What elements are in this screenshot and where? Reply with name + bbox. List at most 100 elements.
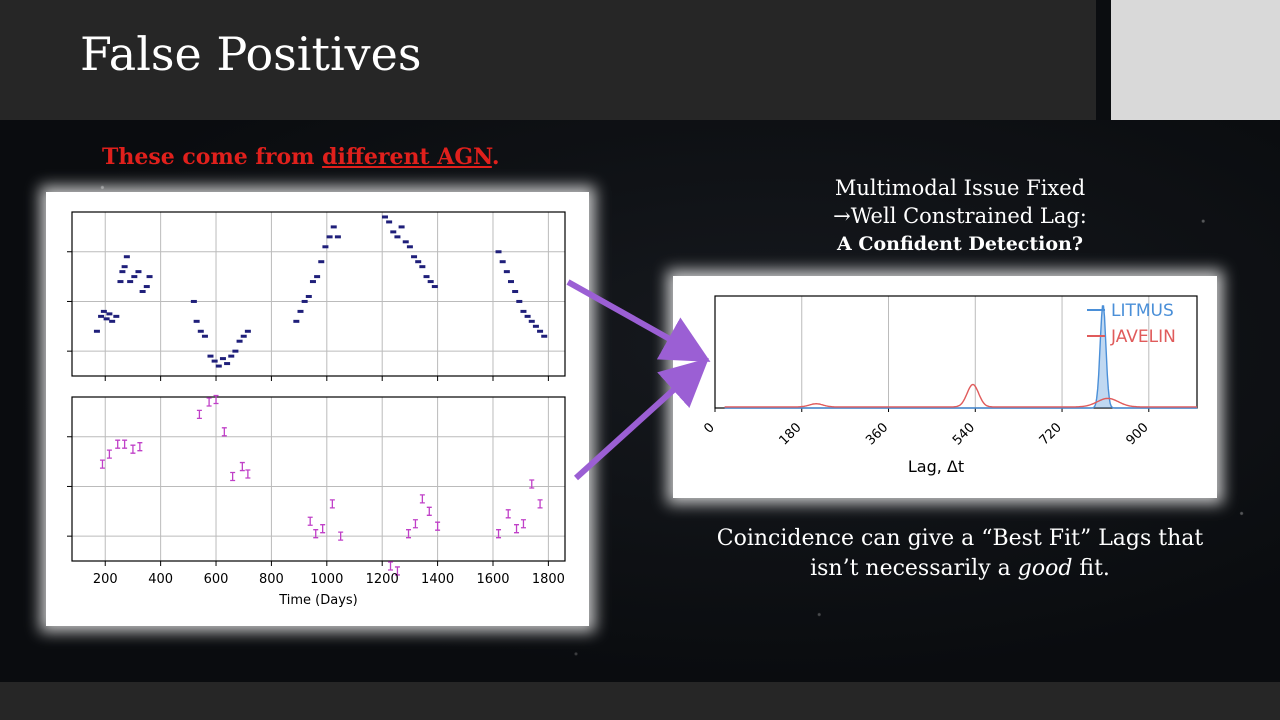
series-line-javelin (724, 383, 1197, 408)
caption-line-3: A Confident Detection? (837, 233, 1083, 255)
data-point (423, 275, 430, 279)
x-tick-label: 200 (93, 572, 118, 587)
data-point (524, 314, 531, 318)
data-point (232, 349, 239, 353)
data-point (122, 439, 128, 449)
agn-note-prefix: These come from (102, 144, 323, 170)
agn-note-emphasis: different AGN (322, 144, 492, 170)
data-point (297, 309, 304, 313)
arrow-bottom (573, 357, 709, 481)
data-point (119, 270, 126, 274)
data-point (123, 255, 130, 259)
series-line-litmus (724, 305, 1197, 409)
data-point (99, 459, 105, 469)
data-point (322, 245, 329, 249)
data-point (135, 270, 142, 274)
title-separator (1096, 0, 1111, 120)
data-point (100, 309, 107, 313)
x-tick-label: 1400 (421, 572, 454, 587)
legend-label-litmus: LITMUS (1111, 301, 1174, 321)
data-point (244, 329, 251, 333)
data-point (406, 245, 413, 249)
arrow-top (566, 279, 711, 362)
x-tick-label: 360 (863, 420, 891, 448)
bottom-caption-pre: isn’t necessarily a (810, 556, 1018, 581)
bottom-caption-line-2: isn’t necessarily a good fit. (690, 554, 1230, 584)
data-point (305, 294, 312, 298)
data-point (334, 235, 341, 239)
data-point (137, 442, 143, 452)
data-point (239, 461, 245, 472)
x-tick-label: 600 (204, 572, 229, 587)
agn-note-suffix: . (491, 144, 500, 170)
x-tick-label: 900 (1123, 420, 1151, 448)
data-point (411, 255, 418, 259)
data-point (131, 275, 138, 279)
data-point (121, 265, 128, 269)
light-curve-panel-top (67, 211, 566, 381)
data-point (201, 334, 208, 338)
axes-frame (71, 396, 566, 562)
data-point (197, 329, 204, 333)
bottom-caption-post: fit. (1072, 556, 1110, 581)
data-point (330, 225, 337, 229)
data-point (537, 329, 544, 333)
data-point (219, 357, 226, 361)
x-axis-label: Lag, Δt (908, 457, 964, 476)
data-point (230, 471, 236, 482)
data-point (329, 499, 335, 509)
data-point (236, 339, 243, 343)
data-point (532, 324, 539, 328)
data-point (537, 499, 543, 509)
slide-title: False Positives (80, 27, 422, 81)
data-point (326, 235, 333, 239)
axes-frame (71, 211, 566, 377)
bottom-caption-emph: good (1017, 556, 1073, 581)
data-point (228, 354, 235, 358)
data-point (426, 506, 432, 516)
data-point (394, 235, 401, 239)
bottom-bar (0, 682, 1280, 720)
data-point (143, 285, 150, 289)
x-tick-label: 540 (950, 420, 978, 448)
data-point (419, 265, 426, 269)
bottom-caption: Coincidence can give a “Best Fit” Lags t… (690, 524, 1230, 584)
data-point (314, 275, 321, 279)
data-point (127, 280, 134, 284)
data-point (106, 312, 113, 316)
x-tick-label: 1200 (366, 572, 399, 587)
data-point (338, 531, 344, 541)
data-point (496, 529, 502, 539)
data-point (406, 529, 412, 539)
data-point (427, 280, 434, 284)
data-point (106, 449, 112, 459)
data-point (115, 439, 121, 449)
data-point (435, 521, 441, 531)
data-point (130, 444, 136, 454)
series-area-litmus (724, 306, 1197, 408)
data-point (520, 309, 527, 313)
bottom-caption-line-1: Coincidence can give a “Best Fit” Lags t… (716, 526, 1204, 551)
data-point (402, 240, 409, 244)
x-tick-label: 1000 (310, 572, 343, 587)
x-tick-label: 720 (1037, 420, 1065, 448)
title-corner-block (1111, 0, 1280, 120)
data-point (93, 329, 100, 333)
data-point (146, 275, 153, 279)
data-point (388, 561, 394, 571)
data-point (109, 319, 116, 323)
data-point (117, 280, 124, 284)
data-point (505, 509, 511, 519)
data-point (113, 314, 120, 318)
multimodal-caption: Multimodal Issue Fixed →Well Constrained… (780, 174, 1140, 258)
data-point (240, 334, 247, 338)
data-point (394, 566, 400, 576)
x-tick-label: 1600 (476, 572, 509, 587)
data-point (207, 354, 214, 358)
data-point (528, 319, 535, 323)
data-point (206, 397, 212, 407)
data-point (211, 359, 218, 363)
data-point (398, 225, 405, 229)
data-point (386, 220, 393, 224)
